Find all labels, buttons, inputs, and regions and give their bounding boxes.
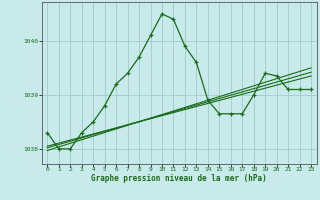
X-axis label: Graphe pression niveau de la mer (hPa): Graphe pression niveau de la mer (hPa) — [91, 174, 267, 183]
